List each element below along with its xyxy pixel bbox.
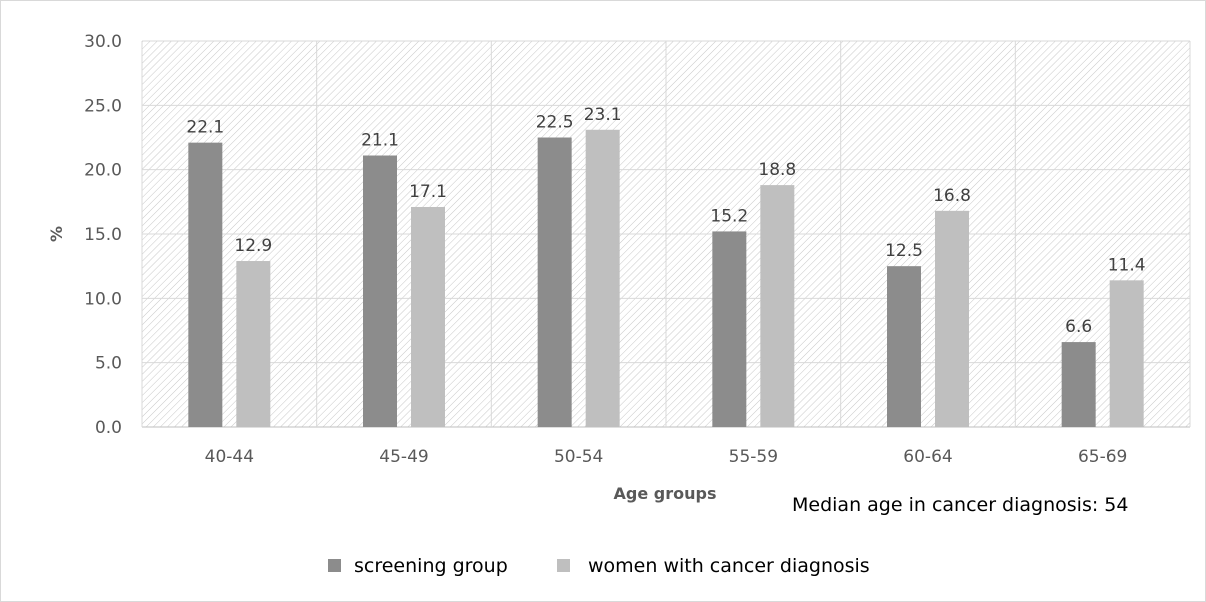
data-label: 23.1 [584,105,622,125]
bar-cancer-50-54 [585,129,620,427]
gridlines [141,40,1191,428]
data-label: 12.5 [885,241,923,261]
bar-cancer-65-69 [1109,280,1144,427]
x-axis: 40-44 45-49 50-54 55-59 60-64 65-69 [205,447,1128,467]
x-tick-label: 60-64 [903,447,952,467]
bar-cancer-55-59 [760,185,795,427]
legend-swatch [557,559,570,572]
data-label: 12.9 [234,236,272,256]
legend: screening group women with cancer diagnos… [328,555,870,577]
y-tick-label: 10.0 [84,289,122,309]
bar-screening-50-54 [537,137,572,427]
data-label: 11.4 [1108,255,1146,275]
y-tick-label: 30.0 [84,32,122,52]
bar-screening-60-64 [887,266,921,427]
median-age-note: Median age in cancer diagnosis: 54 [792,494,1128,516]
data-label: 21.1 [361,131,399,151]
y-tick-label: 25.0 [84,96,122,116]
x-tick-label: 40-44 [205,447,254,467]
data-label: 18.8 [758,160,796,180]
bar-cancer-40-44 [236,261,271,427]
x-tick-label: 65-69 [1078,447,1127,467]
data-labels: 22.1 21.1 22.5 15.2 12.5 6.6 12.9 17.1 23.1 18.8 1… [186,105,1145,337]
bar-cancer-45-49 [411,206,445,427]
x-tick-label: 45-49 [379,447,428,467]
x-tick-label: 55-59 [729,447,778,467]
bar-screening-65-69 [1061,342,1096,427]
data-label: 15.2 [710,206,748,226]
data-label: 6.6 [1065,317,1092,337]
y-tick-label: 5.0 [95,354,122,374]
data-label: 17.1 [409,182,447,202]
bar-screening-40-44 [188,142,223,427]
data-label: 22.1 [186,118,224,138]
x-tick-label: 50-54 [554,447,603,467]
legend-swatch [328,559,341,572]
legend-label: screening group [354,555,508,577]
y-axis: 0.0 5.0 10.0 15.0 20.0 25.0 30.0 [84,32,122,438]
bar-screening-45-49 [363,155,397,427]
y-tick-label: 20.0 [84,161,122,181]
y-tick-label: 0.0 [95,418,122,438]
legend-label: women with cancer diagnosis [588,555,870,577]
x-axis-title: Age groups [614,484,717,503]
data-label: 16.8 [933,186,971,206]
bar-screening-55-59 [712,231,747,427]
bar-cancer-60-64 [935,210,969,427]
data-label: 22.5 [536,113,574,133]
y-axis-title: % [47,226,66,242]
bars [188,129,1144,427]
y-tick-label: 15.0 [84,225,122,245]
